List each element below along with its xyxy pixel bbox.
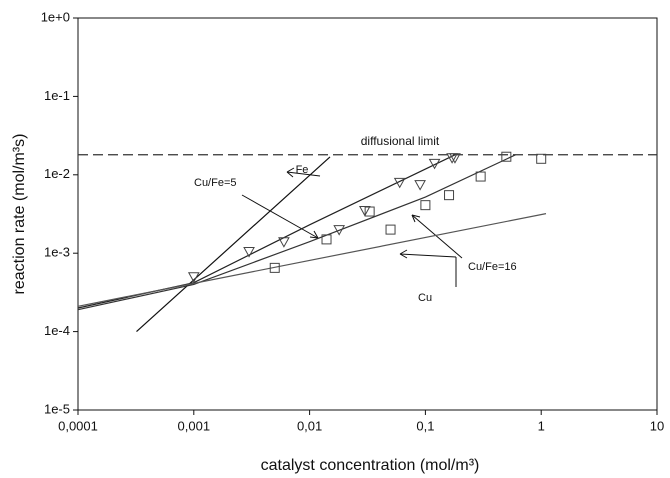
series-line <box>77 154 516 311</box>
y-tick-label: 1e-5 <box>44 401 70 416</box>
square-marker <box>269 262 280 273</box>
y-tick-label: 1e-4 <box>44 323 70 338</box>
arrow-head <box>411 214 421 223</box>
triangle-marker <box>187 272 200 283</box>
square-marker <box>501 151 512 162</box>
x-axis-label: catalyst concentration (mol/m³) <box>261 457 480 474</box>
square-marker <box>420 200 431 211</box>
arrows <box>241 167 463 287</box>
arrow <box>411 214 463 259</box>
reference-label: diffusional limit <box>361 134 440 148</box>
y-tick-label: 1e-1 <box>44 88 70 103</box>
arrow-head <box>399 249 408 259</box>
triangle-marker <box>414 180 426 191</box>
y-tick-label: 1e-3 <box>44 245 70 260</box>
triangle-marker <box>393 177 406 189</box>
series-line <box>77 154 456 309</box>
x-tick-label: 0,001 <box>178 418 211 433</box>
annotation: Cu <box>418 292 432 304</box>
square-marker <box>444 190 455 201</box>
square-marker <box>321 234 332 245</box>
y-axis-label: reaction rate (mol/m³s) <box>11 134 28 295</box>
triangle-marker <box>428 158 441 170</box>
series-line <box>136 156 331 333</box>
y-tick-label: 1e-2 <box>44 166 70 181</box>
x-tick-label: 10 <box>650 418 664 433</box>
square-marker <box>364 206 375 217</box>
series-line <box>77 213 547 307</box>
triangle-marker <box>449 153 461 164</box>
annotation: Cu/Fe=5 <box>194 177 237 189</box>
x-tick-label: 0,0001 <box>58 418 98 433</box>
annotation: Cu/Fe=16 <box>468 261 517 273</box>
square-marker <box>385 224 396 235</box>
triangle-marker <box>278 237 290 248</box>
arrow-head <box>309 230 319 239</box>
arrow <box>399 253 457 258</box>
x-tick-label: 1 <box>538 418 545 433</box>
arrow <box>241 194 319 239</box>
triangle-marker <box>333 225 346 236</box>
triangle-marker <box>243 247 255 258</box>
y-tick-label: 1e+0 <box>41 9 70 24</box>
arrow <box>286 171 321 177</box>
x-tick-label: 0,01 <box>297 418 322 433</box>
arrow-head <box>286 167 295 178</box>
square-marker <box>536 153 547 164</box>
x-tick-label: 0,1 <box>416 418 434 433</box>
square-marker <box>475 171 486 182</box>
plot-frame <box>77 17 658 411</box>
annotation: Fe <box>296 164 309 176</box>
